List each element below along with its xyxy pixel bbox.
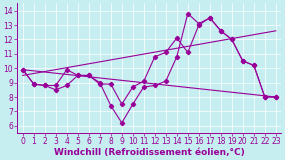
X-axis label: Windchill (Refroidissement éolien,°C): Windchill (Refroidissement éolien,°C) [54,148,245,156]
